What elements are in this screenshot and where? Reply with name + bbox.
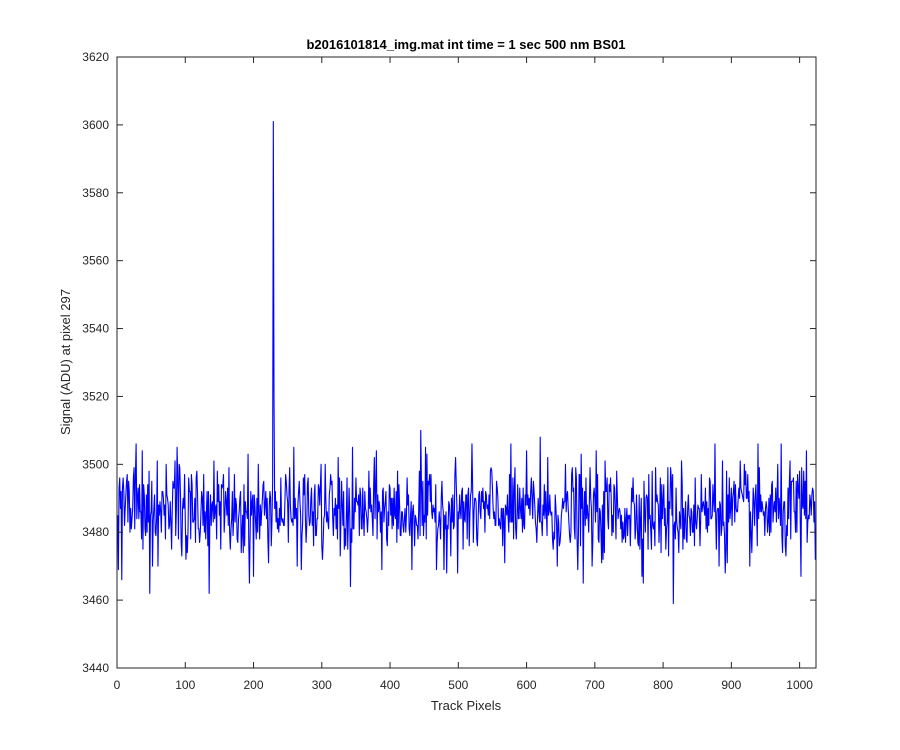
x-tick-label: 700 bbox=[585, 678, 605, 692]
y-tick-label: 3480 bbox=[82, 525, 109, 539]
x-tick-label: 300 bbox=[312, 678, 332, 692]
chart-title: b2016101814_img.mat int time = 1 sec 500… bbox=[306, 37, 625, 52]
x-tick-label: 800 bbox=[653, 678, 673, 692]
axes-box bbox=[116, 56, 817, 669]
x-tick-label: 400 bbox=[380, 678, 400, 692]
y-tick-label: 3560 bbox=[82, 254, 109, 268]
x-tick-label: 100 bbox=[175, 678, 195, 692]
y-tick-label: 3460 bbox=[82, 593, 109, 607]
y-tick-label: 3440 bbox=[82, 661, 109, 675]
y-tick-label: 3540 bbox=[82, 322, 109, 336]
plot-area bbox=[117, 57, 816, 668]
series-line bbox=[117, 120, 817, 605]
y-tick-label: 3520 bbox=[82, 389, 109, 403]
y-tick-label: 3580 bbox=[82, 186, 109, 200]
x-tick-label: 1000 bbox=[786, 678, 813, 692]
x-tick-label: 0 bbox=[114, 678, 121, 692]
y-tick-label: 3600 bbox=[82, 118, 109, 132]
y-axis-ticks: 3440 3460 3480 3500 3520 3540 3560 3580 3600 3620 bbox=[82, 50, 816, 675]
x-tick-label: 200 bbox=[244, 678, 264, 692]
x-axis-ticks: 0 100 200 300 400 500 600 700 800 900 1000 bbox=[114, 57, 813, 692]
x-tick-label: 900 bbox=[721, 678, 741, 692]
x-tick-label: 500 bbox=[448, 678, 468, 692]
series-layer bbox=[117, 120, 817, 605]
y-tick-label: 3500 bbox=[82, 457, 109, 471]
y-tick-label: 3620 bbox=[82, 50, 109, 64]
y-axis-label: Signal (ADU) at pixel 297 bbox=[58, 289, 73, 435]
x-axis-label: Track Pixels bbox=[431, 698, 502, 713]
x-tick-label: 600 bbox=[517, 678, 537, 692]
